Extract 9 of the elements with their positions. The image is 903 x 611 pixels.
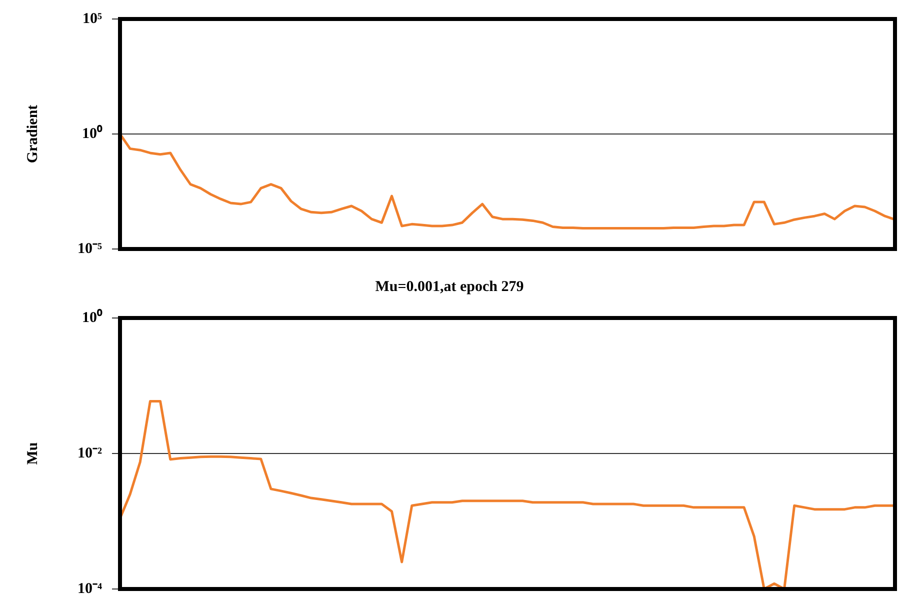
y-tick-label: 10⁰: [82, 308, 103, 326]
y-tick-label: 10⁻⁴: [78, 580, 102, 597]
y-tick-label: 10⁻²: [78, 445, 102, 462]
y-tick-label: 10⁻⁵: [78, 240, 102, 257]
y-axis-title: Mu: [24, 442, 41, 465]
y-tick-label: 10⁰: [82, 124, 103, 142]
y-axis-title: Gradient: [24, 104, 41, 164]
chart-title: Mu=0.001,at epoch 279: [375, 278, 524, 295]
y-tick-label: 10⁵: [82, 10, 102, 27]
